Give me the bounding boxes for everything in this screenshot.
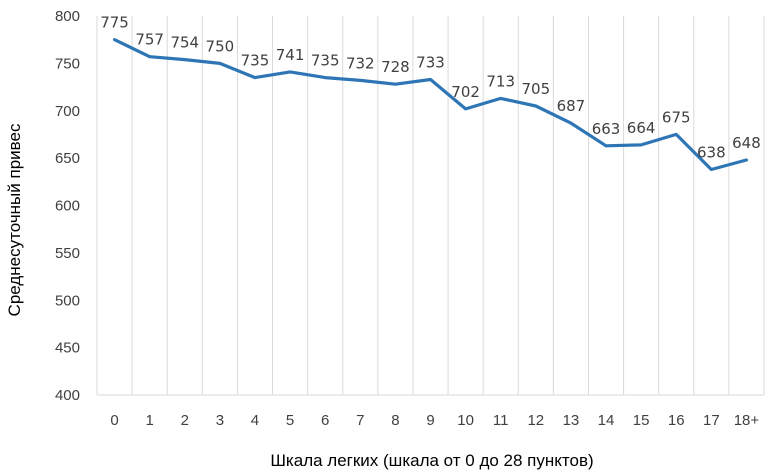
x-tick-label: 6 xyxy=(321,412,329,429)
data-labels: 775 757 754 750 735 741 735 732 728 733 702 713 705 6… xyxy=(100,14,761,162)
x-tick-label: 2 xyxy=(181,412,189,429)
x-tick-label: 15 xyxy=(633,412,650,429)
y-tick-label: 750 xyxy=(55,55,80,72)
x-tick-label: 12 xyxy=(527,412,544,429)
y-axis-ticks: 400 450 500 550 600 650 700 750 800 xyxy=(55,8,80,404)
series-line xyxy=(113,38,748,172)
x-tick-label: 1 xyxy=(145,412,153,429)
x-tick-label: 11 xyxy=(493,412,509,429)
y-tick-label: 800 xyxy=(55,8,80,25)
data-label: 638 xyxy=(697,143,726,161)
x-tick-label: 10 xyxy=(457,412,474,429)
data-label: 775 xyxy=(100,14,129,32)
data-label: 732 xyxy=(346,54,375,72)
x-tick-label: 18+ xyxy=(734,412,760,429)
x-tick-label: 8 xyxy=(391,412,399,429)
y-tick-label: 600 xyxy=(55,198,80,215)
data-label: 735 xyxy=(241,52,270,70)
data-label: 675 xyxy=(662,108,691,126)
x-axis-title: Шкала легких (шкала от 0 до 28 пунктов) xyxy=(270,451,593,470)
data-label: 713 xyxy=(486,72,515,90)
data-label: 754 xyxy=(170,34,199,52)
x-tick-label: 9 xyxy=(426,412,434,429)
data-label: 648 xyxy=(732,134,761,152)
data-label: 705 xyxy=(521,80,550,98)
data-label: 750 xyxy=(206,37,235,55)
y-axis-title: Среднесуточный привес xyxy=(5,123,24,316)
data-label: 735 xyxy=(311,52,340,70)
x-axis-ticks: 0 1 2 3 4 5 6 7 8 9 10 11 12 13 14 15 16 17 18+ xyxy=(110,412,759,429)
y-tick-label: 650 xyxy=(55,150,80,167)
data-label: 664 xyxy=(627,119,656,137)
x-tick-label: 4 xyxy=(251,412,259,429)
data-label: 728 xyxy=(381,58,410,76)
y-tick-label: 550 xyxy=(55,245,80,262)
grid-lines xyxy=(96,16,765,396)
data-label: 741 xyxy=(276,46,305,64)
data-label: 733 xyxy=(416,53,445,71)
y-tick-label: 450 xyxy=(55,340,80,357)
x-tick-label: 14 xyxy=(598,412,615,429)
x-tick-label: 7 xyxy=(356,412,364,429)
x-tick-label: 17 xyxy=(703,412,720,429)
x-tick-label: 0 xyxy=(110,412,118,429)
x-tick-label: 3 xyxy=(216,412,224,429)
x-tick-label: 13 xyxy=(563,412,580,429)
data-label: 702 xyxy=(451,83,480,101)
y-tick-label: 400 xyxy=(55,387,80,404)
y-tick-label: 500 xyxy=(55,292,80,309)
data-label: 663 xyxy=(592,120,621,138)
data-label: 687 xyxy=(557,97,586,115)
y-tick-label: 700 xyxy=(55,103,80,120)
x-tick-label: 16 xyxy=(668,412,685,429)
x-tick-label: 5 xyxy=(286,412,294,429)
data-label: 757 xyxy=(135,31,164,49)
